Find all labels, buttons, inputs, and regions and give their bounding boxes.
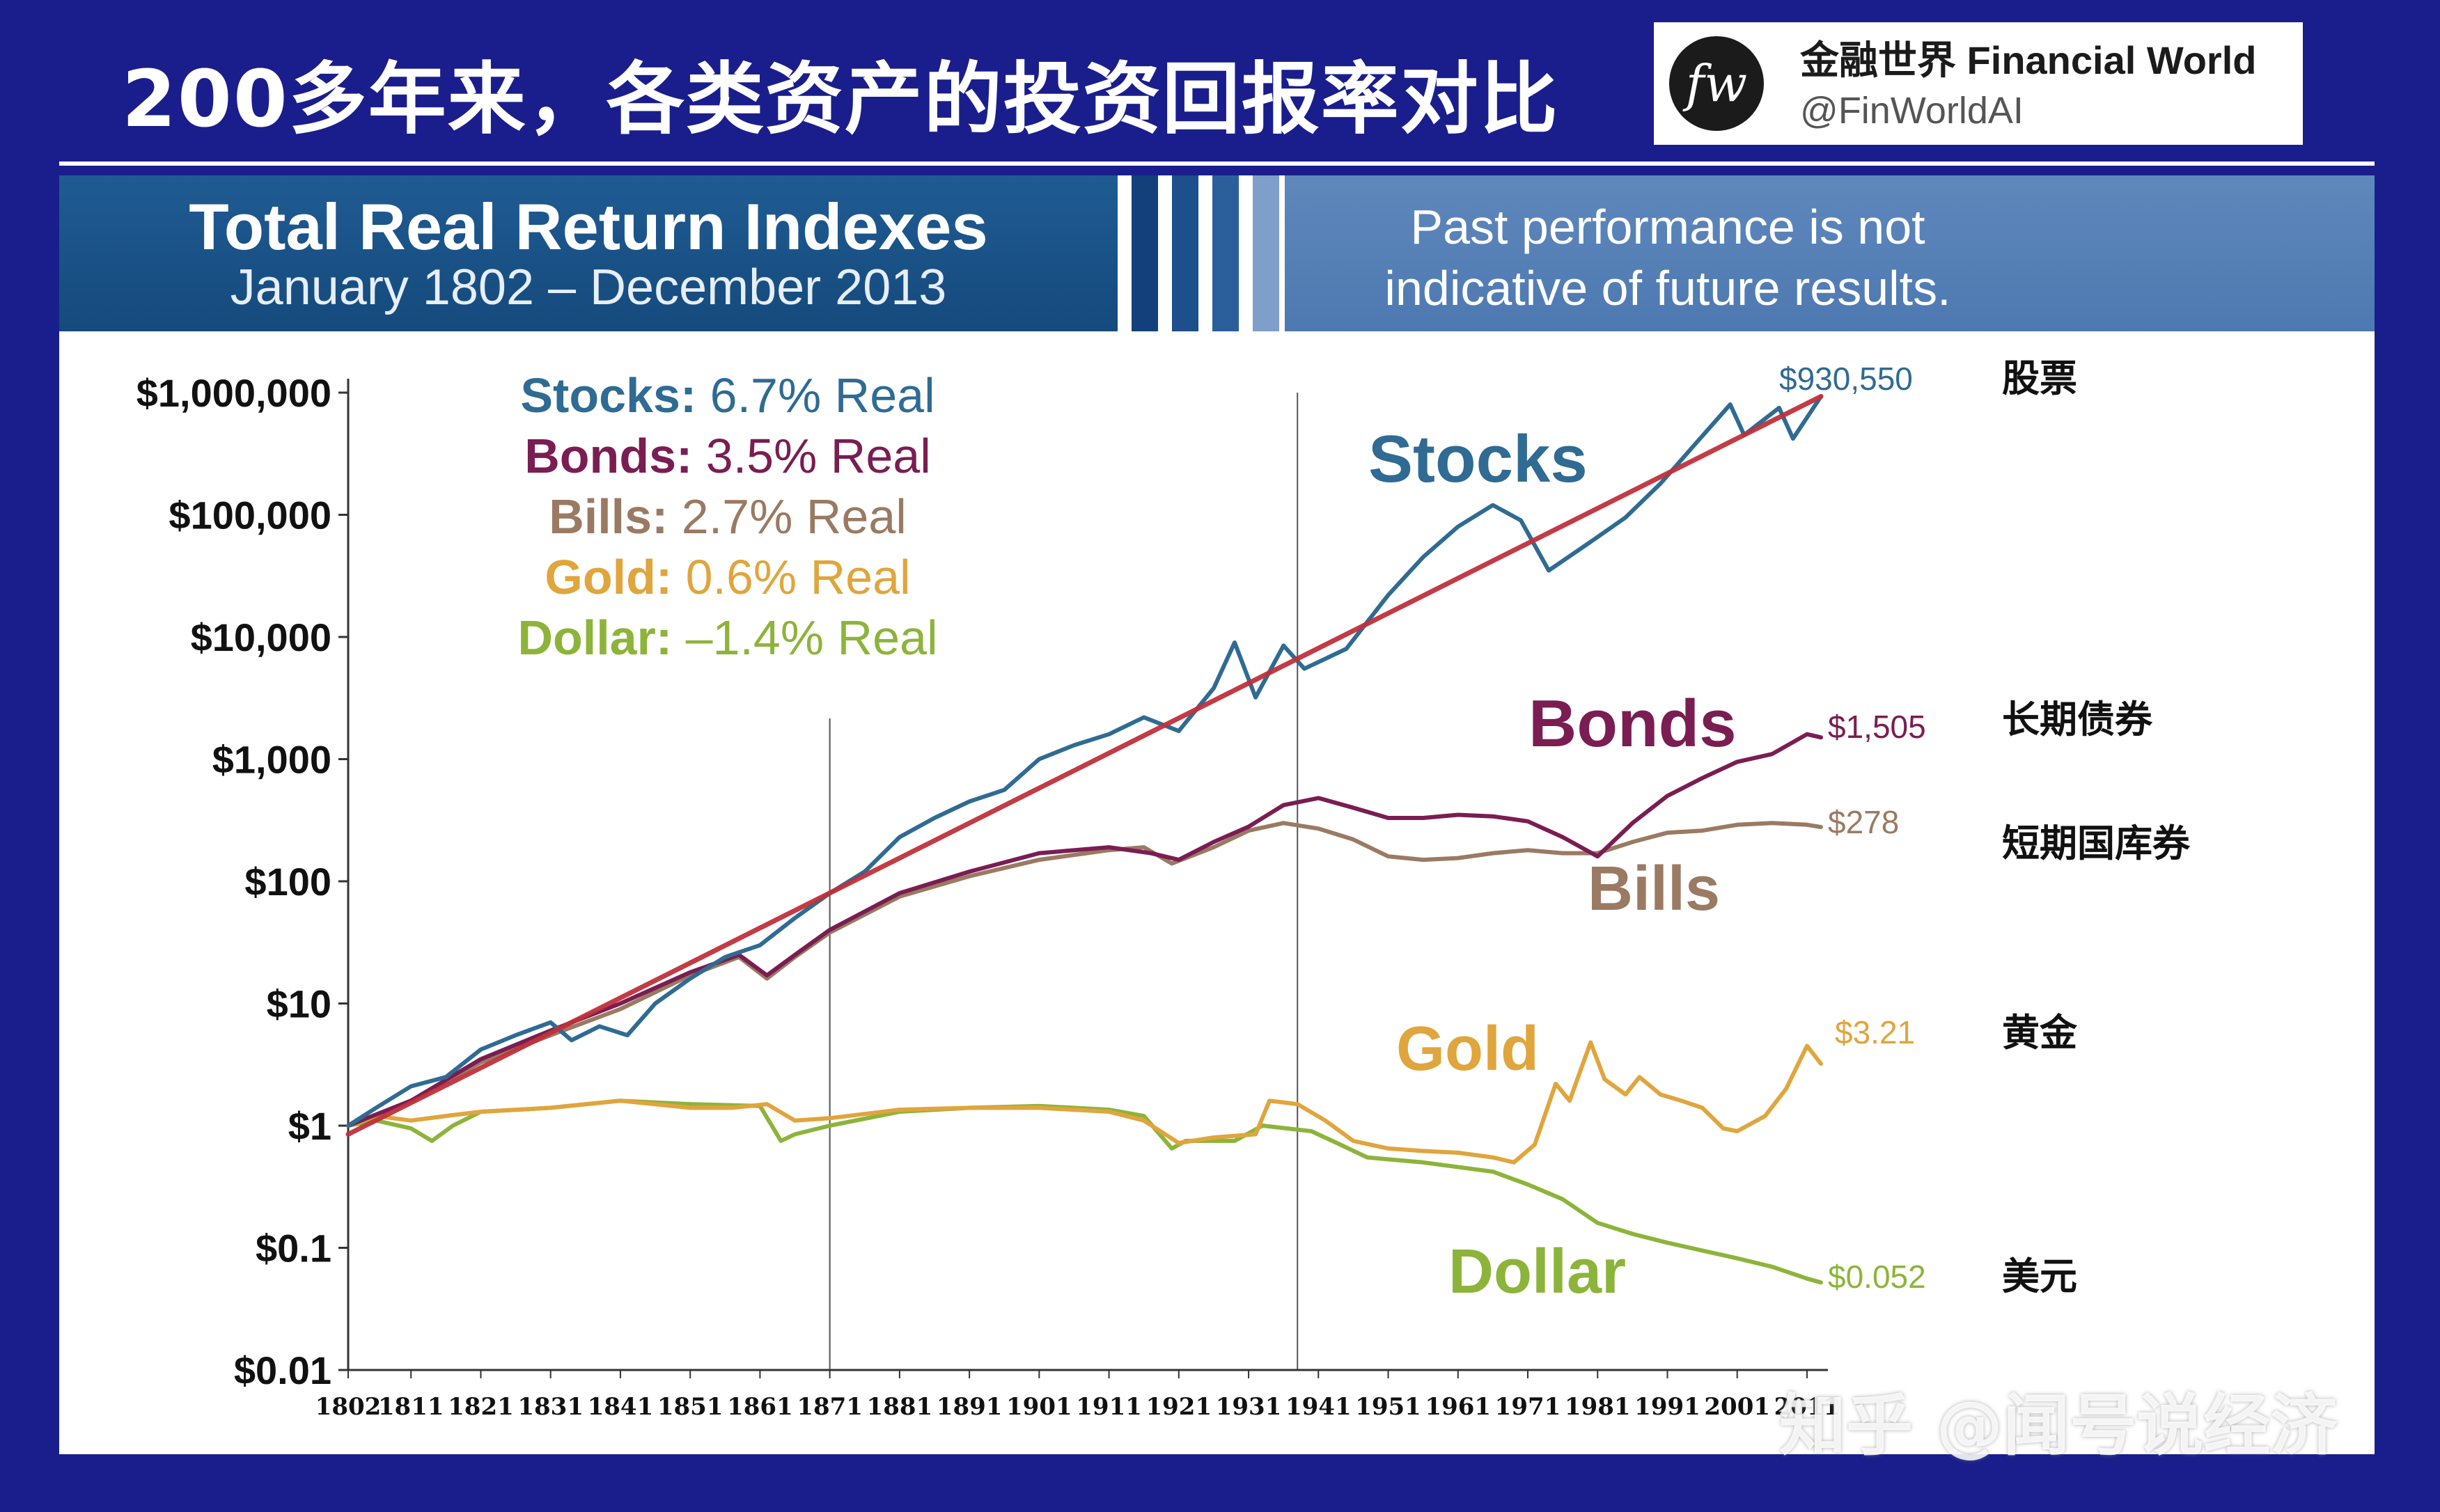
bills-end-value-label: $278 xyxy=(1828,804,1899,840)
legend-entry-dollar: Dollar: –1.4% Real xyxy=(517,611,937,665)
x-tick-label: 1921 xyxy=(1145,1393,1212,1421)
dollar-end-value-label: $0.052 xyxy=(1828,1259,1926,1295)
bonds-end-value-label: $1,505 xyxy=(1828,709,1926,745)
gold-series-line xyxy=(346,1040,1823,1165)
x-tick-label: 1802 xyxy=(315,1393,382,1421)
banner-stripe xyxy=(1198,175,1212,331)
x-tick-label: 1821 xyxy=(448,1393,514,1421)
page-title: 200多年来，各类资产的投资回报率对比 xyxy=(122,54,1559,145)
y-tick-label: $10 xyxy=(267,982,331,1026)
brand-card: fw 金融世界 Financial World @FinWorldAI xyxy=(1654,22,2303,145)
y-tick-label: $100 xyxy=(244,860,331,904)
banner-title-block: Total Real Return Indexes January 1802 –… xyxy=(59,175,1118,331)
x-tick-label: 1841 xyxy=(588,1393,654,1421)
gold-inline-label: Gold xyxy=(1396,1014,1539,1084)
x-tick-label: 1831 xyxy=(517,1393,584,1421)
x-tick-label: 1851 xyxy=(657,1393,724,1421)
bills-series-line xyxy=(346,821,1823,1128)
legend-entry-stocks: Stocks: 6.7% Real xyxy=(520,368,934,423)
x-tick-label: 1981 xyxy=(1565,1393,1631,1421)
watermark: 知乎 @闻号说经济 xyxy=(1779,1387,2338,1465)
legend-name: Bills: xyxy=(549,489,668,544)
chart-panel: Total Real Return Indexes January 1802 –… xyxy=(59,175,2375,1454)
header-divider xyxy=(59,162,2375,166)
y-tick-label: $1 xyxy=(288,1104,331,1148)
gold-end-value-label: $3.21 xyxy=(1835,1014,1915,1050)
stocks-series-line xyxy=(346,394,1823,1128)
banner-stripe xyxy=(1239,175,1253,331)
brand-handle: @FinWorldAI xyxy=(1800,90,2024,132)
x-tick-label: 1931 xyxy=(1216,1393,1282,1421)
bills-cn-label: 短期国库券 xyxy=(2002,821,2191,865)
y-tick-label: $1,000,000 xyxy=(136,371,331,415)
x-tick-label: 1891 xyxy=(937,1393,1003,1421)
banner-stripe xyxy=(1212,175,1239,331)
y-tick-label: $0.1 xyxy=(256,1227,331,1270)
legend-value: 6.7% Real xyxy=(696,368,934,423)
dollar-cn-label: 美元 xyxy=(2002,1254,2077,1298)
legend-name: Stocks: xyxy=(520,368,696,423)
legend-entry-bonds: Bonds: 3.5% Real xyxy=(524,429,931,483)
x-tick-label: 1901 xyxy=(1006,1393,1072,1421)
x-tick-label: 2001 xyxy=(1704,1393,1770,1421)
x-tick-label: 1861 xyxy=(727,1393,793,1421)
x-tick-label: 2011 xyxy=(1774,1393,1840,1421)
banner-stripe xyxy=(1158,175,1172,331)
x-tick-label: 1951 xyxy=(1355,1393,1421,1421)
y-tick-label: $100,000 xyxy=(169,494,331,537)
x-tick-label: 1911 xyxy=(1076,1393,1142,1421)
x-tick-label: 1881 xyxy=(867,1393,933,1421)
x-tick-label: 1811 xyxy=(378,1393,444,1421)
performance-disclaimer: Past performance is not indicative of fu… xyxy=(1285,196,2051,319)
chart-title: Total Real Return Indexes xyxy=(189,190,988,263)
stocks-end-value-label: $930,550 xyxy=(1779,361,1913,397)
legend-value: 3.5% Real xyxy=(692,429,930,483)
brand-logo-icon: fw xyxy=(1669,36,1764,131)
gold-cn-label: 黄金 xyxy=(2002,1011,2078,1055)
x-tick-label: 1961 xyxy=(1425,1393,1491,1421)
y-tick-label: $1,000 xyxy=(212,738,331,782)
brand-name: 金融世界 Financial World xyxy=(1800,38,2257,82)
legend-value: 2.7% Real xyxy=(668,489,906,544)
x-tick-label: 1971 xyxy=(1495,1393,1561,1421)
x-tick-label: 1991 xyxy=(1634,1393,1700,1421)
legend-entry-gold: Gold: 0.6% Real xyxy=(545,550,910,604)
banner-stripe xyxy=(1253,175,1279,331)
x-tick-label: 1941 xyxy=(1285,1393,1352,1421)
banner-note-block: Past performance is not indicative of fu… xyxy=(1285,175,2375,331)
disclaimer-line-1: Past performance is not xyxy=(1410,200,1925,254)
bonds-inline-label: Bonds xyxy=(1528,686,1737,761)
chart-plot: $1,000,000 $100,000 $10,000 $1,000 $100 $10 $1… xyxy=(136,356,2191,1421)
bonds-cn-label: 长期债券 xyxy=(2002,698,2153,741)
banner-stripe xyxy=(1118,175,1132,331)
legend-entry-bills: Bills: 2.7% Real xyxy=(549,489,907,544)
disclaimer-line-2: indicative of future results. xyxy=(1384,261,1951,315)
stocks-inline-label: Stocks xyxy=(1368,422,1588,496)
y-tick-label: $0.01 xyxy=(234,1348,331,1392)
banner-stripe xyxy=(1132,175,1158,331)
legend-name: Bonds: xyxy=(524,429,692,483)
trend-series-line xyxy=(345,394,1824,1137)
legend-value: 0.6% Real xyxy=(672,550,910,604)
y-tick-label: $10,000 xyxy=(191,615,331,659)
legend-value: –1.4% Real xyxy=(672,611,937,665)
chart-subtitle: January 1802 – December 2013 xyxy=(230,260,947,315)
legend-name: Gold: xyxy=(545,550,672,604)
banner-stripe xyxy=(1172,175,1198,331)
stocks-cn-label: 股票 xyxy=(2002,356,2077,400)
dollar-inline-label: Dollar xyxy=(1448,1237,1626,1307)
legend-name: Dollar: xyxy=(517,611,672,665)
x-tick-label: 1871 xyxy=(797,1393,863,1421)
bills-inline-label: Bills xyxy=(1588,854,1720,924)
